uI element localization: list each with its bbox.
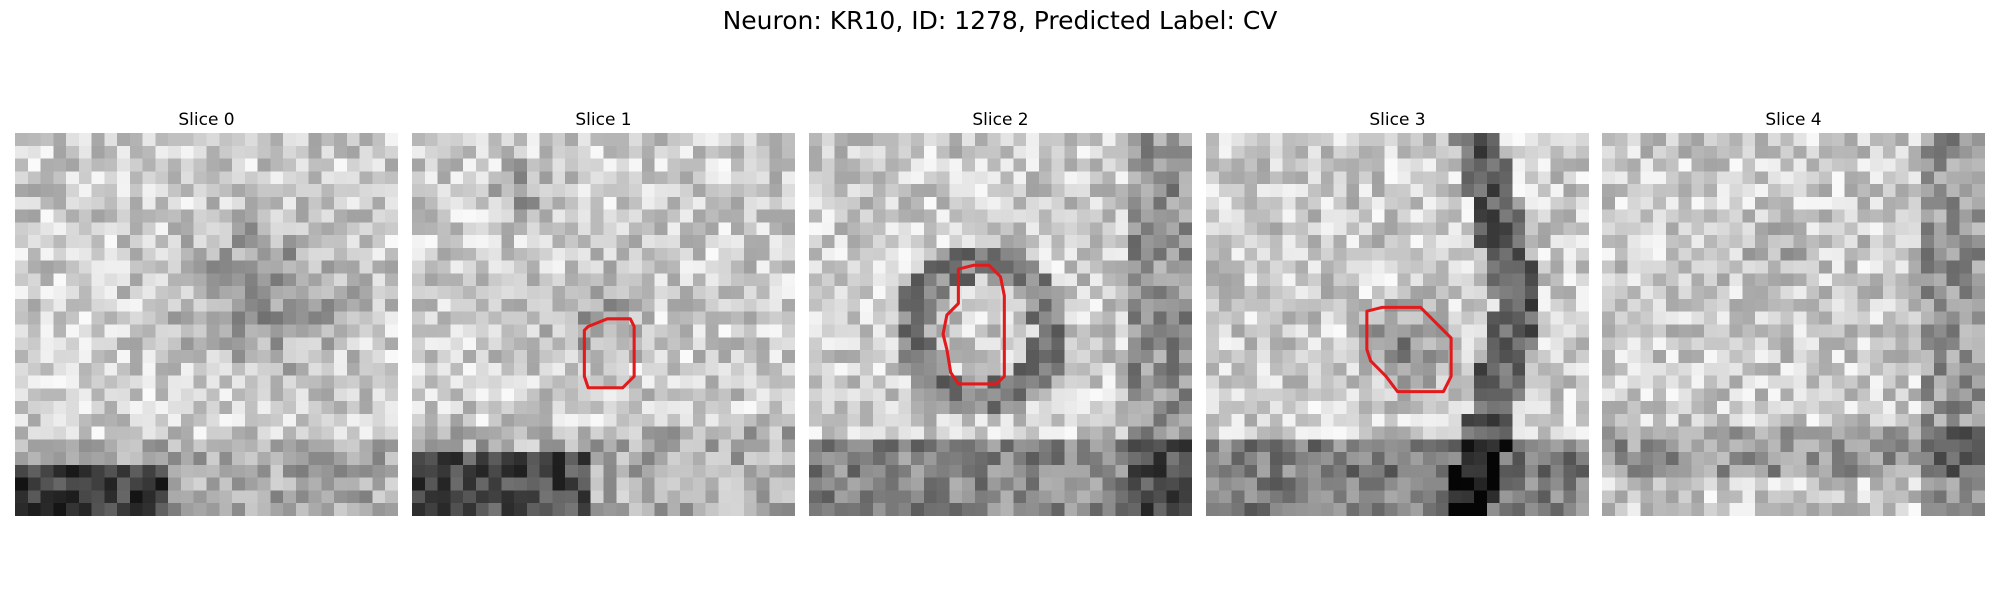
figure-title: Neuron: KR10, ID: 1278, Predicted Label:… <box>722 6 1278 35</box>
slice-image <box>1206 133 1589 516</box>
slice-panel-3: Slice 3 <box>1206 107 1589 516</box>
slice-panel-4: Slice 4 <box>1602 107 1985 516</box>
slice-title: Slice 1 <box>575 110 632 130</box>
slice-panel-0: Slice 0 <box>15 107 398 516</box>
slice-image <box>412 133 795 516</box>
slice-image <box>809 133 1192 516</box>
slice-title: Slice 0 <box>178 110 235 130</box>
slice-image <box>1602 133 1985 516</box>
slice-title: Slice 2 <box>972 110 1029 130</box>
slice-title: Slice 3 <box>1369 110 1426 130</box>
slice-panel-2: Slice 2 <box>809 107 1192 516</box>
slice-panel-1: Slice 1 <box>412 107 795 516</box>
slice-title: Slice 4 <box>1765 110 1822 130</box>
slice-image <box>15 133 398 516</box>
